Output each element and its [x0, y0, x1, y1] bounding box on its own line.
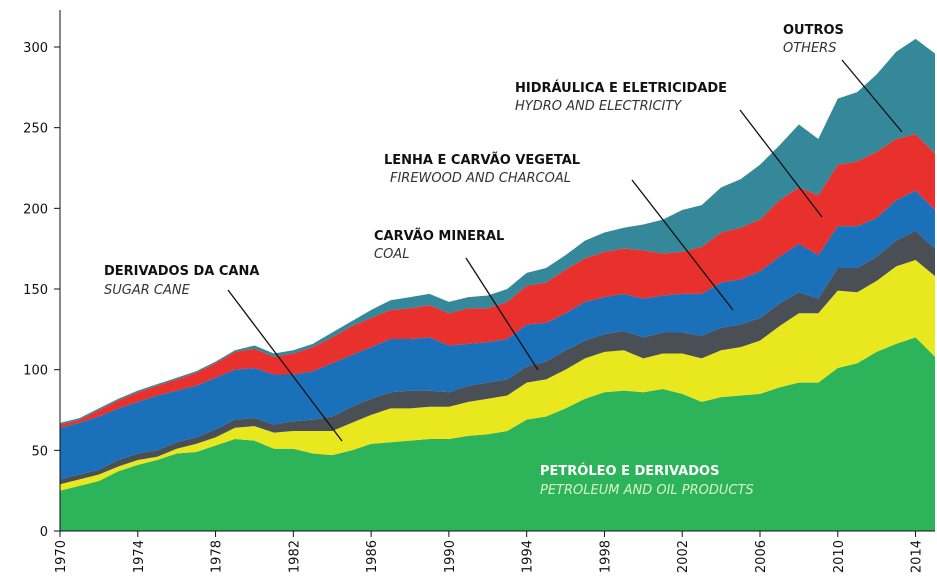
x-tick-label: 2010 — [832, 540, 847, 573]
leader-line — [631, 179, 734, 311]
y-tick-label: 300 — [23, 41, 48, 56]
label: LENHA E CARVÃO VEGETAL — [384, 152, 580, 168]
leader-line — [227, 289, 343, 442]
leader-line — [739, 109, 823, 218]
area — [60, 134, 935, 428]
x-tick-label: 1982 — [287, 540, 302, 573]
y-tick-label: 250 — [23, 122, 48, 137]
area — [60, 337, 935, 531]
x-tick-label: 1970 — [54, 540, 69, 573]
x-tick-label: 1998 — [598, 540, 613, 573]
x-tick-label: 2014 — [910, 540, 925, 573]
axes: 0 50 100 150 200 250 300 1970 1974 1978 1982 1986 19… — [23, 10, 935, 573]
label: OUTROS — [783, 23, 844, 38]
label-en: COAL — [374, 247, 409, 262]
areas — [60, 38, 935, 531]
y-tick-label: 50 — [31, 444, 48, 459]
label-en: SUGAR CANE — [104, 283, 191, 298]
x-tick-label: 2002 — [676, 540, 691, 573]
x-tick-label: 1990 — [443, 540, 458, 573]
leader-line — [841, 59, 903, 133]
label-en: OTHERS — [783, 41, 836, 56]
y-tick-label: 0 — [40, 525, 48, 540]
y-tick-label: 200 — [23, 202, 48, 217]
area — [60, 190, 935, 480]
y-tick-label: 150 — [23, 283, 48, 298]
label-en: HYDRO AND ELECTRICITY — [515, 99, 682, 114]
area — [60, 259, 935, 491]
x-tick-label: 1986 — [365, 540, 380, 573]
y-tick-label: 100 — [23, 364, 48, 379]
label-en: FIREWOOD AND CHARCOAL — [390, 171, 571, 186]
x-tick-label: 1978 — [210, 540, 225, 573]
label: CARVÃO MINERAL — [374, 228, 504, 244]
x-tick-label: 1994 — [521, 540, 536, 573]
label: DERIVADOS DA CANA — [104, 264, 259, 279]
label: PETRÓLEO E DERIVADOS — [540, 463, 719, 479]
x-tick-label: 2006 — [754, 540, 769, 573]
x-tick-label: 1974 — [132, 540, 147, 573]
label: HIDRÁULICA E ELETRICIDADE — [515, 80, 727, 96]
leader-line — [465, 257, 539, 371]
annotations: PETRÓLEO E DERIVADOS PETROLEUM AND OIL P… — [104, 23, 903, 498]
label-en: PETROLEUM AND OIL PRODUCTS — [540, 483, 754, 498]
